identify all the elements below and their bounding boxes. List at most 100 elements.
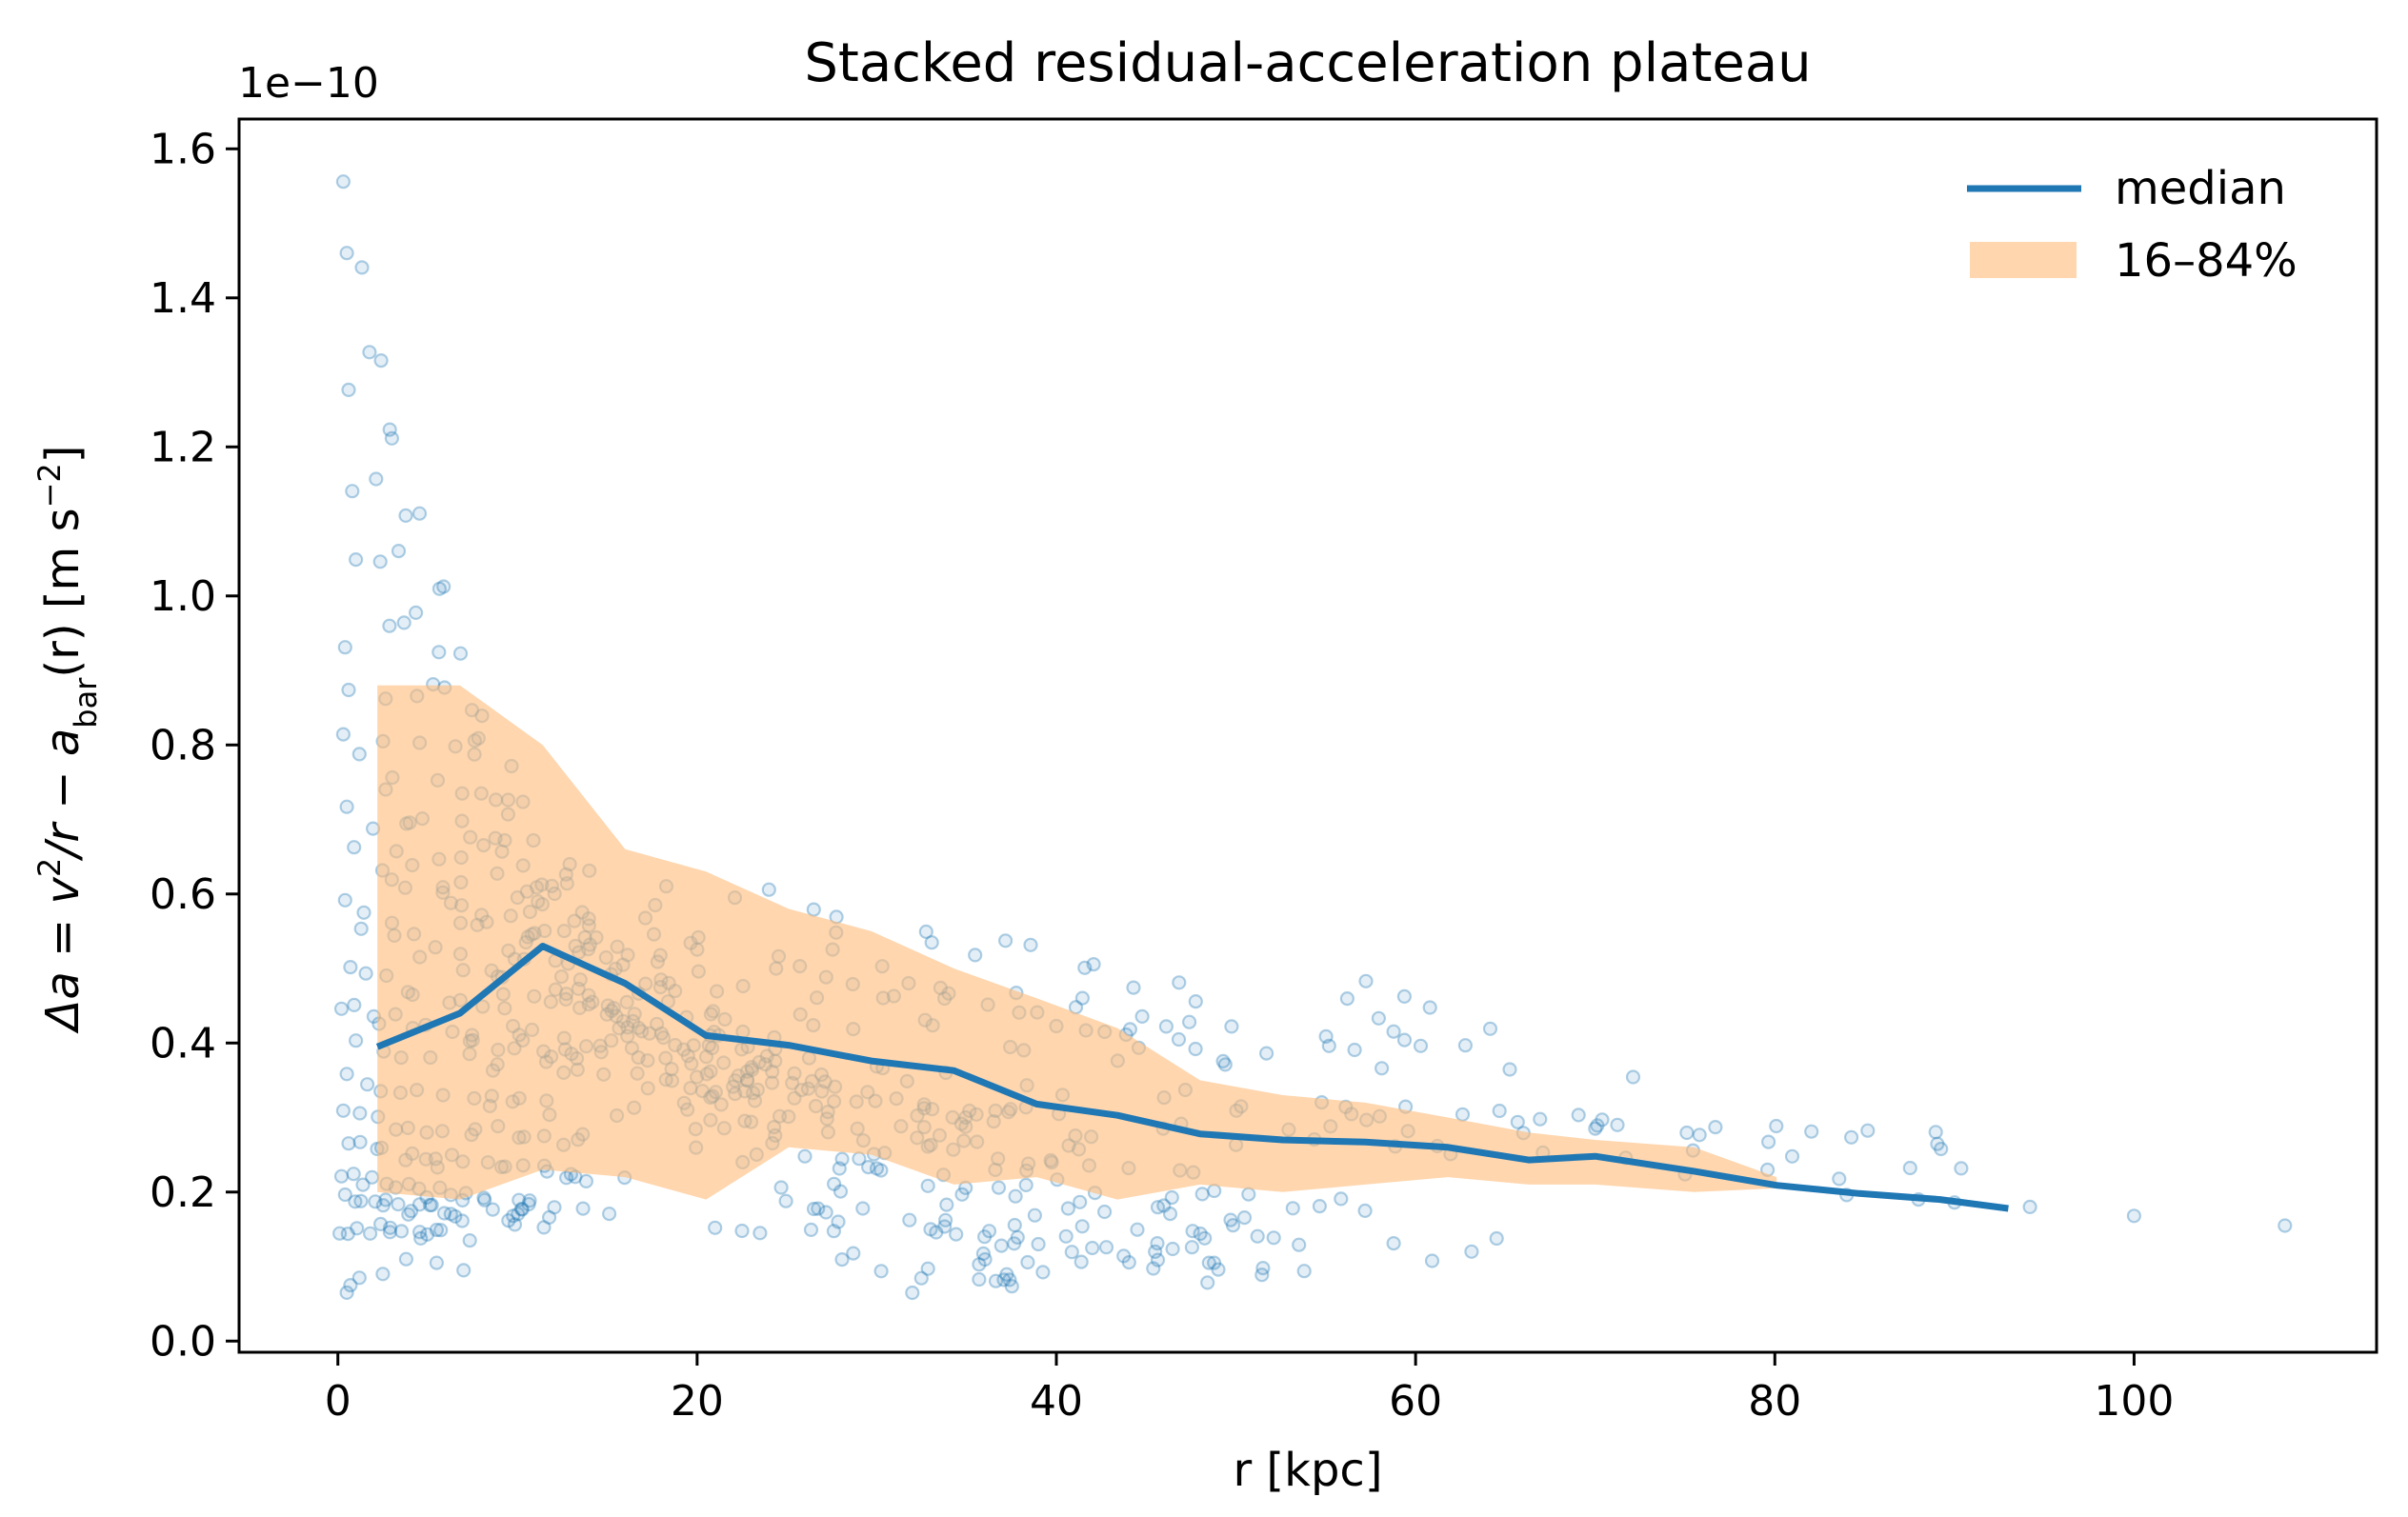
scatter-point (456, 1263, 472, 1278)
scatter-point (339, 246, 354, 261)
scatter-point (1002, 1272, 1017, 1287)
scatter-point (1588, 1121, 1603, 1136)
scatter-point (1334, 1191, 1349, 1207)
scatter-point (411, 1197, 428, 1212)
scatter-point (340, 1226, 355, 1242)
scatter-point (522, 1193, 537, 1208)
scatter-point (1158, 1019, 1174, 1034)
scatter-point (1077, 960, 1093, 975)
y-axis-label-end: ] (36, 446, 90, 464)
scatter-point (448, 1208, 463, 1224)
scatter-point (1413, 1038, 1429, 1053)
scatter-point (1533, 1111, 1548, 1127)
scatter-point (846, 1246, 861, 1261)
scatter-point (462, 1232, 477, 1248)
scatter-point (1502, 1062, 1517, 1077)
scatter-point (1934, 1141, 1949, 1157)
scatter-point (339, 1067, 354, 1082)
scatter-point (977, 1251, 993, 1267)
scatter-point (436, 579, 452, 594)
scatter-point (452, 646, 469, 661)
scatter-point (860, 1159, 876, 1175)
scatter-point (1769, 1118, 1784, 1134)
scatter-point (412, 1225, 428, 1240)
scatter-point (1424, 1253, 1440, 1268)
scatter-point (335, 727, 351, 742)
y-tick-label: 0.4 (150, 1019, 216, 1068)
scatter-point (833, 1184, 849, 1199)
scatter-point (1018, 1177, 1033, 1193)
scatter-point (382, 422, 397, 437)
scatter-point (1374, 1061, 1390, 1076)
scatter-point (1250, 1228, 1265, 1244)
scatter-point (1321, 1038, 1336, 1053)
scatter-point (803, 1222, 819, 1238)
scatter-point (1489, 1230, 1504, 1247)
y-tick-label: 1.2 (150, 423, 216, 471)
scatter-point (507, 1217, 523, 1232)
scatter-point (818, 1205, 833, 1220)
scatter-point (337, 892, 352, 908)
scatter-point (349, 1033, 364, 1048)
scatter-point (1571, 1108, 1586, 1123)
scatter-point (1804, 1124, 1819, 1139)
scatter-point (1255, 1260, 1271, 1276)
y-tick-label: 0.6 (150, 870, 216, 919)
scatter-point (1241, 1187, 1256, 1202)
scatter-point (1396, 988, 1413, 1005)
scatter-point (1254, 1267, 1270, 1283)
scatter-point (373, 353, 389, 369)
scatter-point (398, 508, 413, 524)
scatter-point (422, 1197, 438, 1213)
scatter-point (1150, 1252, 1166, 1267)
scatter-point (993, 1238, 1009, 1253)
scatter-point (1074, 1219, 1090, 1234)
scatter-point (485, 1202, 500, 1217)
scatter-point (988, 1273, 1004, 1288)
scatter-point (373, 1216, 389, 1232)
scatter-point (873, 1264, 889, 1279)
scatter-point (1954, 1161, 1969, 1176)
scatter-point (1482, 1021, 1498, 1036)
scatter-point (826, 1224, 842, 1239)
scatter-point (913, 1270, 929, 1286)
x-tick-label: 100 (2094, 1377, 2174, 1426)
scatter-point (855, 1201, 871, 1216)
scatter-point (1007, 1217, 1022, 1233)
scatter-point (752, 1226, 768, 1241)
scatter-point (1035, 1265, 1051, 1280)
scatter-point (924, 935, 939, 950)
scatter-point (1207, 1183, 1222, 1199)
x-axis-ticks: 0 20 40 60 80 100 (325, 1352, 2174, 1426)
scatter-point (575, 1201, 591, 1216)
scatter-point (1292, 1237, 1307, 1252)
scatter-point (920, 1178, 935, 1193)
scatter-point (384, 430, 399, 446)
median-line (375, 943, 2009, 1212)
scatter-point (1201, 1255, 1216, 1270)
scatter-point (1171, 1031, 1187, 1048)
scatter-point (335, 1103, 351, 1118)
scatter-point (372, 554, 388, 569)
scatter-point (368, 1194, 383, 1209)
scatter-point (773, 1180, 789, 1195)
scatter-point (905, 1285, 920, 1301)
scatter-point (902, 1212, 917, 1228)
scatter-point (1027, 1208, 1043, 1223)
y-axis-label: Δa = v2/r − abar(r) [m s−2] (31, 446, 104, 1035)
scatter-point (761, 882, 776, 897)
legend-median-label: median (2115, 162, 2286, 215)
scatter-point (382, 618, 397, 633)
legend: median 16–84% (1967, 162, 2298, 288)
scatter-point (831, 1214, 846, 1229)
scatter-point (1625, 1069, 1641, 1085)
scatter-point (332, 1226, 348, 1241)
scatter-point (433, 1223, 449, 1238)
scatter-point (976, 1229, 993, 1245)
scatter-point (1085, 1240, 1100, 1256)
scatter-point (1928, 1125, 1943, 1140)
scatter-point (512, 1192, 527, 1208)
scatter-point (362, 345, 377, 360)
scatter-point (1098, 1240, 1114, 1255)
scatter-point (333, 1001, 350, 1016)
